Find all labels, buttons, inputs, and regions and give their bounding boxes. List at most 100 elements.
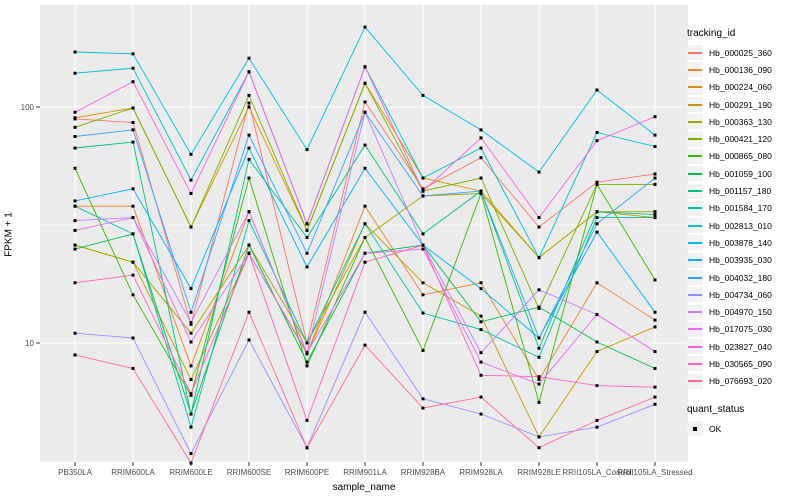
legend-item: OK bbox=[687, 420, 799, 437]
legend-item-label: Hb_000224_060 bbox=[709, 82, 772, 93]
legend-color-line bbox=[688, 241, 702, 244]
data-point bbox=[479, 189, 483, 193]
legend-key-line-icon bbox=[687, 97, 703, 113]
data-point bbox=[363, 25, 367, 29]
data-point bbox=[653, 350, 657, 354]
data-point bbox=[653, 310, 657, 314]
data-point bbox=[653, 325, 657, 329]
legend-item-label: Hb_000291_190 bbox=[709, 99, 772, 110]
y-tick-label: 10 bbox=[25, 339, 34, 348]
data-point bbox=[73, 243, 77, 247]
data-point bbox=[131, 216, 135, 220]
data-point bbox=[189, 152, 193, 156]
data-point bbox=[247, 101, 251, 105]
data-point bbox=[363, 222, 367, 226]
data-point bbox=[247, 93, 251, 97]
data-point bbox=[189, 452, 193, 456]
data-point bbox=[363, 343, 367, 347]
data-point bbox=[73, 247, 77, 251]
x-tick-label: RRIM928LE bbox=[517, 468, 561, 477]
legend-key-line-icon bbox=[687, 183, 703, 199]
legend-item: Hb_001157_180 bbox=[687, 182, 799, 199]
data-point bbox=[73, 116, 77, 120]
data-point bbox=[131, 273, 135, 277]
legend-item-label: Hb_017075_030 bbox=[709, 324, 772, 335]
data-point bbox=[421, 293, 425, 297]
legend-items-quant-status: OK bbox=[687, 420, 799, 437]
data-point bbox=[595, 88, 599, 92]
data-point bbox=[479, 360, 483, 364]
legend-key-line-icon bbox=[687, 235, 703, 251]
legend-key-line-icon bbox=[687, 218, 703, 234]
legend-items-tracking-id: Hb_000025_360 Hb_000136_090 Hb_000224_060 H… bbox=[687, 44, 799, 390]
data-point bbox=[537, 375, 541, 379]
data-point bbox=[189, 378, 193, 382]
legend-color-line bbox=[688, 362, 702, 365]
data-point bbox=[247, 157, 251, 161]
y-axis-title: FPKM + 1 bbox=[3, 212, 15, 257]
data-point bbox=[653, 172, 657, 176]
data-point bbox=[73, 281, 77, 285]
data-point bbox=[653, 366, 657, 370]
data-point bbox=[595, 384, 599, 388]
data-point bbox=[363, 110, 367, 114]
legend-item-label: Hb_001584_170 bbox=[709, 203, 772, 214]
data-point bbox=[595, 222, 599, 226]
legend-quant-status: quant_status OK bbox=[687, 404, 799, 437]
x-tick-label: RRIM928BA bbox=[401, 468, 446, 477]
x-tick-label: RRIM600PE bbox=[285, 468, 329, 477]
legend-item-label: Hb_002813_010 bbox=[709, 220, 772, 231]
data-point bbox=[537, 378, 541, 382]
data-point bbox=[595, 418, 599, 422]
data-point bbox=[653, 145, 657, 149]
data-point bbox=[189, 393, 193, 397]
x-tick-label: PB350LA bbox=[58, 468, 92, 477]
data-point bbox=[189, 178, 193, 182]
x-tick-label: RRIM928LA bbox=[459, 468, 503, 477]
legend-item: Hb_004970_150 bbox=[687, 303, 799, 320]
data-point bbox=[537, 446, 541, 450]
data-point bbox=[305, 446, 309, 450]
data-point bbox=[247, 210, 251, 214]
legend-item-label: Hb_003878_140 bbox=[709, 237, 772, 248]
data-point bbox=[537, 382, 541, 386]
data-point bbox=[421, 397, 425, 401]
data-point bbox=[595, 281, 599, 285]
data-point bbox=[479, 136, 483, 140]
legend-item: Hb_000865_080 bbox=[687, 148, 799, 165]
data-point bbox=[73, 71, 77, 75]
data-point bbox=[305, 364, 309, 368]
x-tick-label: RRIM901LA bbox=[343, 468, 387, 477]
legend-item-label: Hb_000363_130 bbox=[709, 116, 772, 127]
data-point bbox=[363, 143, 367, 147]
data-point bbox=[73, 50, 77, 54]
legend-item: Hb_000136_090 bbox=[687, 61, 799, 78]
data-point bbox=[653, 216, 657, 220]
data-point bbox=[479, 395, 483, 399]
data-point bbox=[73, 146, 77, 150]
data-point bbox=[363, 65, 367, 69]
data-point bbox=[479, 176, 483, 180]
legend-color-line bbox=[688, 207, 702, 210]
data-point bbox=[305, 418, 309, 422]
data-point bbox=[363, 251, 367, 255]
legend-item: Hb_000025_360 bbox=[687, 44, 799, 61]
data-point bbox=[421, 93, 425, 97]
data-point bbox=[421, 189, 425, 193]
legend-color-line bbox=[688, 86, 702, 89]
data-point bbox=[247, 70, 251, 74]
legend-color-line bbox=[688, 328, 702, 331]
data-point bbox=[131, 106, 135, 110]
legend-color-line bbox=[688, 120, 702, 123]
data-point bbox=[247, 146, 251, 150]
panel-background bbox=[40, 5, 688, 462]
legend-color-line bbox=[688, 103, 702, 106]
data-point bbox=[189, 192, 193, 196]
legend-color-line bbox=[688, 276, 702, 279]
data-point bbox=[653, 402, 657, 406]
legend-item: Hb_030565_090 bbox=[687, 355, 799, 372]
legend-item-label: Hb_076693_020 bbox=[709, 376, 772, 387]
data-point bbox=[189, 331, 193, 335]
data-point bbox=[305, 251, 309, 255]
